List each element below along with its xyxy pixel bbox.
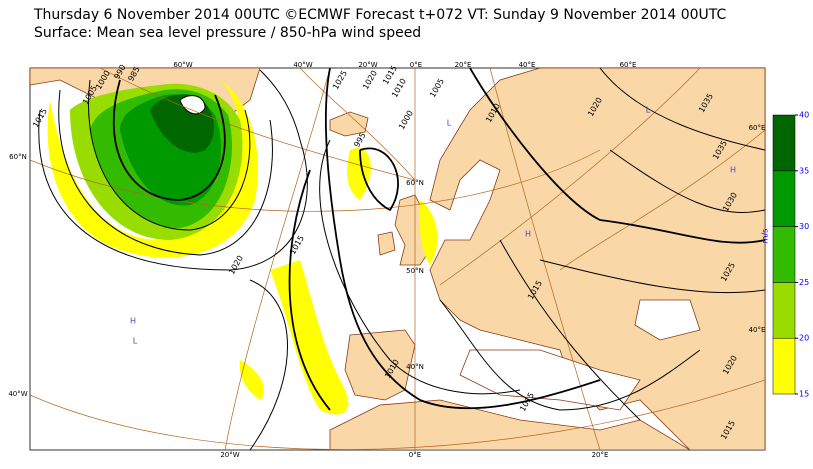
colorbar-bin	[772, 282, 796, 339]
colorbar-tick-label: 35	[799, 166, 809, 175]
colorbar: m/s 15 20 25 30 35 40	[761, 111, 810, 399]
graticule-label: 60°W	[173, 61, 192, 69]
wind-15	[47, 80, 259, 258]
graticule-label: 20°E	[592, 451, 609, 459]
british-isles	[377, 194, 431, 266]
graticule-label: 20°W	[358, 61, 377, 69]
graticule-label: 60°N	[9, 153, 27, 161]
graticule-label: 0°E	[409, 451, 421, 459]
colorbar-tick-label: 30	[799, 222, 809, 231]
graticule-label: 50°N	[406, 267, 424, 275]
colorbar-unit: m/s	[761, 229, 770, 244]
isobars-major	[112, 68, 765, 411]
africa	[329, 399, 691, 450]
graticule-label: 60°N	[406, 179, 424, 187]
colorbar-tick-label: 25	[799, 278, 809, 287]
iceland	[329, 111, 369, 137]
subtitle: Surface: Mean sea level pressure / 850-h…	[34, 25, 421, 41]
isobars	[38, 68, 765, 450]
colorbar-tick-label: 20	[799, 334, 809, 343]
pressure-centre: L	[447, 119, 452, 128]
scandinavia	[429, 68, 765, 450]
colorbar-bin	[772, 114, 796, 172]
mediterranean	[459, 349, 641, 411]
graticule-label: 40°W	[293, 61, 312, 69]
pressure-centre: H	[730, 166, 736, 175]
colorbar-bin	[772, 170, 796, 227]
colorbar-bin	[772, 226, 796, 283]
pressure-centre: L	[646, 106, 651, 115]
colorbar-bin	[772, 337, 796, 395]
graticule	[30, 68, 765, 450]
low-centre	[179, 95, 206, 115]
black-sea	[634, 299, 701, 341]
pressure-centre: H	[130, 317, 136, 326]
graticule-label: 40°E	[519, 61, 536, 69]
graticule-label: 20°W	[220, 451, 239, 459]
graticule-label: 40°E	[749, 326, 766, 334]
graticule-label: 40°W	[8, 390, 27, 398]
pressure-centre: L	[133, 337, 138, 346]
graticule-label: 20°E	[455, 61, 472, 69]
graticule-label: 60°E	[620, 61, 637, 69]
title: Thursday 6 November 2014 00UTC ©ECMWF Fo…	[33, 7, 727, 23]
colorbar-tick-label: 15	[799, 390, 809, 399]
map	[29, 67, 766, 451]
pressure-centre: H	[525, 230, 531, 239]
graticule-label: 0°E	[410, 61, 422, 69]
graticule-label: 40°N	[406, 363, 424, 371]
colorbar-tick-label: 40	[799, 111, 809, 120]
wind-15-east	[239, 148, 438, 415]
graticule-label: 60°E	[749, 124, 766, 132]
